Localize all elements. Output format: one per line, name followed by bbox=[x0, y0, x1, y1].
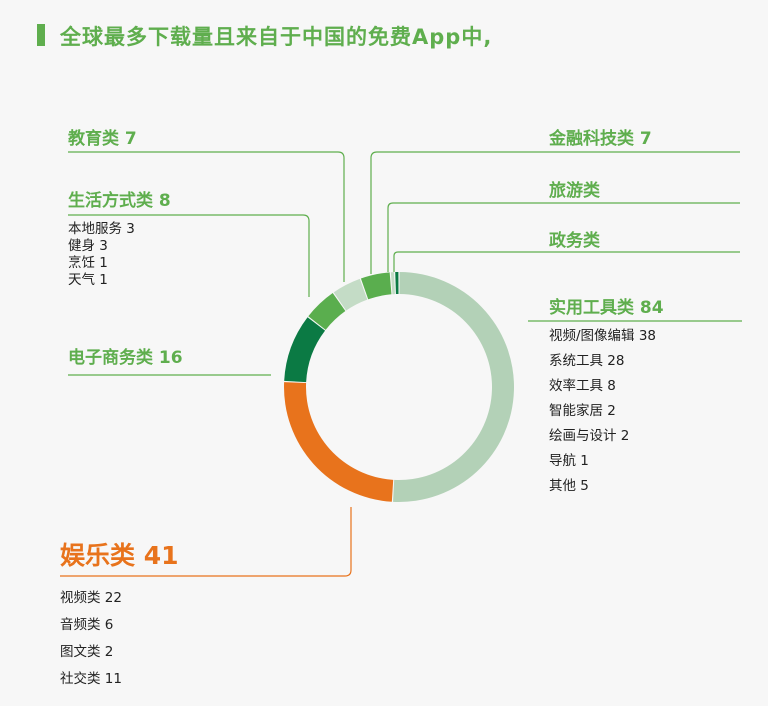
title-accent-bar bbox=[37, 24, 45, 46]
sub-label-entertainment-3: 社交类 11 bbox=[60, 671, 122, 687]
sub-label-utility-0: 视频/图像编辑 38 bbox=[549, 328, 657, 344]
sub-label-lifestyle-0: 本地服务 3 bbox=[68, 221, 135, 237]
leader-line-government bbox=[393, 251, 740, 272]
sub-label-utility-4: 绘画与设计 2 bbox=[549, 428, 630, 444]
donut-slice-1 bbox=[284, 382, 394, 502]
sub-label-entertainment-2: 图文类 2 bbox=[60, 644, 114, 660]
label-ecommerce: 电子商务类 16 bbox=[68, 348, 183, 368]
donut-slice-0 bbox=[393, 272, 515, 502]
donut-slice-3 bbox=[308, 293, 346, 330]
leader-line-lifestyle bbox=[68, 214, 310, 297]
sub-label-entertainment-1: 音频类 6 bbox=[60, 617, 114, 633]
sub-label-lifestyle-1: 健身 3 bbox=[68, 238, 108, 254]
leader-line-education bbox=[68, 151, 345, 282]
donut-slice-6 bbox=[390, 272, 395, 295]
donut-slice-2 bbox=[284, 317, 326, 383]
sub-label-lifestyle-2: 烹饪 1 bbox=[68, 255, 108, 271]
donut-slice-5 bbox=[360, 272, 392, 300]
label-education: 教育类 7 bbox=[68, 129, 137, 149]
leader-line-entertainment bbox=[60, 507, 352, 577]
label-entertainment: 娱乐类 41 bbox=[60, 541, 179, 570]
sub-label-entertainment-0: 视频类 22 bbox=[60, 590, 122, 606]
label-travel: 旅游类 bbox=[549, 181, 600, 201]
donut-slice-4 bbox=[333, 278, 368, 311]
sub-label-utility-5: 导航 1 bbox=[549, 453, 589, 469]
sub-label-utility-6: 其他 5 bbox=[549, 478, 589, 494]
sub-label-utility-3: 智能家居 2 bbox=[549, 403, 616, 419]
page-title: 全球最多下载量且来自于中国的免费App中, bbox=[60, 25, 493, 49]
label-fintech: 金融科技类 7 bbox=[549, 129, 652, 149]
label-utility: 实用工具类 84 bbox=[549, 298, 664, 318]
sub-label-lifestyle-3: 天气 1 bbox=[68, 272, 108, 288]
leader-line-fintech bbox=[370, 151, 740, 274]
sub-label-utility-1: 系统工具 28 bbox=[549, 353, 625, 369]
label-government: 政务类 bbox=[549, 231, 600, 251]
donut-slice-7 bbox=[395, 272, 399, 295]
sub-label-utility-2: 效率工具 8 bbox=[549, 378, 616, 394]
label-lifestyle: 生活方式类 8 bbox=[68, 191, 171, 211]
leader-line-travel bbox=[387, 202, 740, 272]
